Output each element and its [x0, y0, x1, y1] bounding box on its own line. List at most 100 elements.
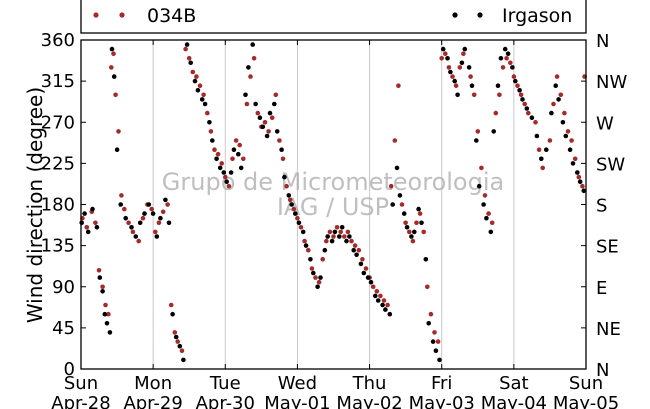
x-tick-label-date: May-04 [481, 393, 547, 409]
data-point-irgason [111, 74, 117, 79]
data-point-034b [140, 215, 146, 221]
data-point-034b [165, 202, 170, 207]
x-tick-label-date: May-02 [336, 393, 402, 409]
data-point-irgason [337, 234, 342, 239]
data-point-irgason [440, 46, 446, 52]
data-point-irgason [529, 115, 535, 120]
data-point-irgason [347, 234, 352, 239]
data-point-irgason [188, 60, 193, 66]
x-tick-label-day: Sun [64, 373, 98, 394]
data-point-034b [248, 74, 253, 79]
data-point-irgason [322, 247, 328, 253]
data-point-irgason [549, 110, 554, 116]
data-point-irgason [264, 133, 270, 139]
data-point-034b [453, 83, 459, 88]
data-point-034b [233, 138, 239, 143]
data-point-034b [179, 348, 185, 354]
data-point-034b [197, 83, 203, 88]
data-point-irgason [502, 46, 508, 52]
data-point-irgason [274, 129, 280, 134]
data-point-irgason [510, 65, 515, 70]
data-point-034b [215, 151, 221, 157]
data-point-irgason [423, 257, 429, 262]
data-point-034b [439, 56, 445, 61]
data-point-irgason [409, 234, 414, 239]
data-point-034b [471, 92, 477, 98]
data-point-034b [156, 220, 162, 226]
data-point-irgason [282, 174, 287, 180]
data-point-irgason [210, 138, 215, 143]
data-point-irgason [192, 78, 198, 84]
y-tick-label: 180 [41, 195, 75, 216]
data-point-irgason [354, 252, 359, 258]
y-tick-label: 45 [52, 318, 75, 339]
data-point-irgason [195, 88, 201, 93]
data-point-irgason [177, 343, 183, 349]
data-point-irgason [311, 270, 316, 276]
y-tick-label: 315 [41, 71, 75, 92]
data-point-irgason [416, 206, 421, 212]
data-point-034b [306, 247, 311, 253]
data-point-irgason [375, 298, 381, 303]
data-point-034b [486, 211, 491, 216]
data-point-034b [153, 229, 158, 235]
data-point-034b [540, 165, 545, 171]
data-point-irgason [570, 161, 576, 166]
data-point-034b [403, 220, 408, 226]
data-point-034b [417, 211, 423, 216]
data-point-irgason [455, 92, 460, 98]
data-point-irgason [100, 289, 105, 294]
data-point-034b [316, 279, 322, 285]
data-point-034b [493, 110, 499, 116]
data-point-034b [443, 51, 448, 56]
data-point-irgason [380, 302, 385, 308]
y2-tick-label: SW [596, 154, 625, 175]
data-point-034b [130, 229, 136, 235]
data-point-irgason [575, 170, 580, 175]
data-point-irgason [300, 229, 306, 235]
data-point-irgason [544, 147, 549, 152]
legend-marker-irgason [452, 12, 458, 18]
data-point-irgason [520, 97, 525, 102]
data-point-034b [208, 129, 214, 134]
data-point-034b [287, 197, 293, 203]
data-point-034b [230, 156, 235, 162]
data-points [79, 42, 587, 363]
data-point-034b [374, 289, 380, 294]
data-point-034b [551, 101, 556, 107]
axis-ticks: SunApr-28MonApr-29TueApr-30WedMay-01ThuM… [41, 30, 628, 409]
data-point-034b [126, 220, 131, 226]
data-point-034b [284, 183, 289, 189]
data-point-irgason [231, 147, 237, 152]
y2-tick-label: NW [596, 72, 627, 93]
data-point-034b [160, 209, 166, 215]
data-point-034b [103, 302, 108, 308]
data-point-034b [569, 138, 574, 143]
data-point-irgason [97, 275, 103, 280]
data-point-034b [572, 156, 578, 162]
data-point-irgason [539, 156, 544, 162]
data-point-034b [309, 266, 315, 271]
legend-box [80, 0, 587, 34]
data-point-irgason [163, 197, 168, 203]
x-tick-label-day: Wed [278, 373, 317, 394]
data-point-irgason [199, 97, 205, 102]
data-point-034b [342, 234, 347, 239]
data-point-034b [226, 183, 232, 189]
data-point-034b [106, 311, 111, 317]
data-point-034b [251, 56, 257, 61]
data-point-irgason [123, 215, 128, 221]
data-point-034b [194, 74, 199, 79]
data-point-irgason [184, 42, 190, 47]
data-point-034b [407, 229, 412, 235]
data-point-irgason [433, 348, 439, 354]
data-point-irgason [567, 147, 573, 152]
y-tick-label: 270 [41, 112, 75, 133]
data-point-irgason [553, 83, 558, 88]
data-point-irgason [401, 211, 407, 216]
data-point-034b [345, 229, 351, 235]
data-point-irgason [462, 46, 468, 52]
data-point-034b [349, 238, 354, 244]
data-point-034b [435, 339, 441, 344]
data-point-034b [461, 51, 466, 56]
